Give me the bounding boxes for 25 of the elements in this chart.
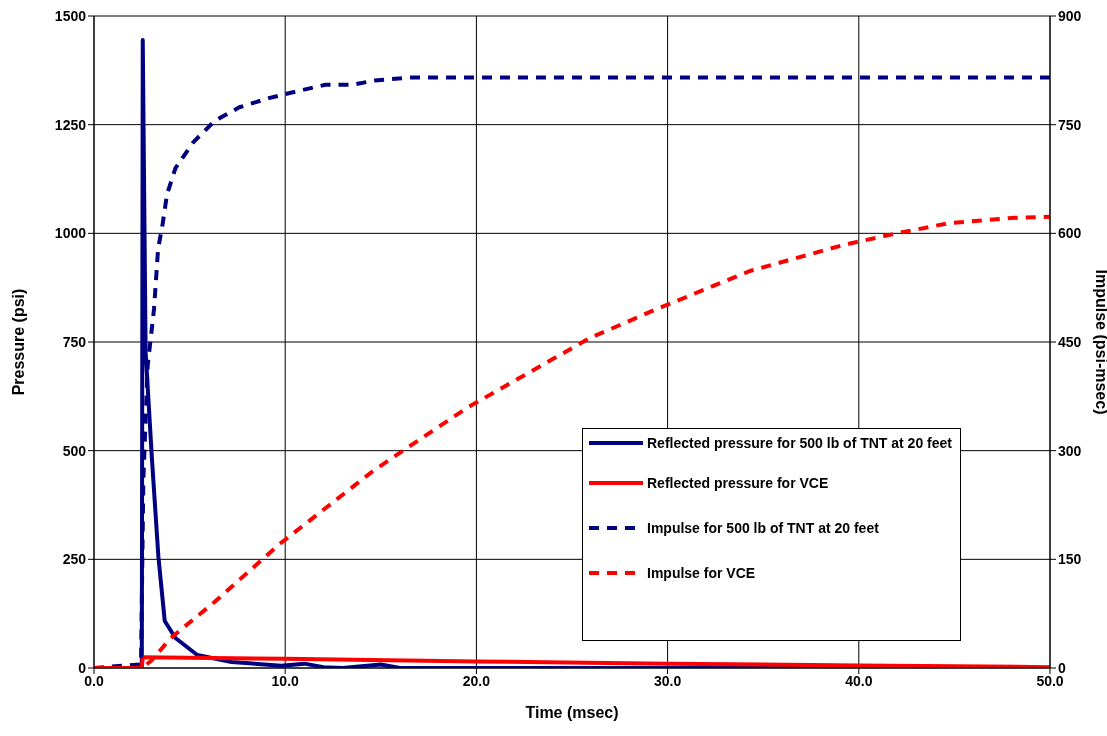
y2-tick-label: 450 [1058, 333, 1082, 350]
y2-tick-label: 750 [1058, 116, 1082, 133]
legend-label: Impulse for 500 lb of TNT at 20 feet [647, 520, 879, 536]
y-tick-label: 1250 [54, 116, 87, 133]
y-axis-title: Pressure (psi) [9, 288, 27, 396]
y2-tick-label: 900 [1058, 7, 1082, 24]
x-tick-label: 40.0 [845, 672, 873, 689]
x-tick-label: 30.0 [653, 672, 682, 689]
x-tick-label: 20.0 [462, 672, 491, 689]
y2-tick-label: 600 [1058, 225, 1082, 242]
legend-label: Impulse for VCE [647, 565, 756, 581]
legend-label: Reflected pressure for VCE [647, 475, 829, 491]
y2-axis-title: Impulse (psi-msec) [1093, 269, 1107, 415]
y-tick-label: 1000 [54, 225, 87, 242]
y-tick-label: 500 [62, 442, 87, 459]
y2-tick-label: 300 [1058, 442, 1082, 459]
y-tick-label: 250 [62, 551, 87, 568]
y-tick-label: 0 [78, 659, 87, 676]
x-tick-label: 10.0 [271, 672, 300, 689]
legend-label: Reflected pressure for 500 lb of TNT at 20 feet [647, 435, 952, 451]
y-tick-label: 750 [62, 333, 87, 350]
y2-tick-label: 150 [1058, 551, 1082, 568]
x-axis-title: Time (msec) [525, 704, 619, 721]
x-tick-label: 0.0 [84, 672, 104, 689]
y-tick-label: 1500 [54, 7, 87, 24]
